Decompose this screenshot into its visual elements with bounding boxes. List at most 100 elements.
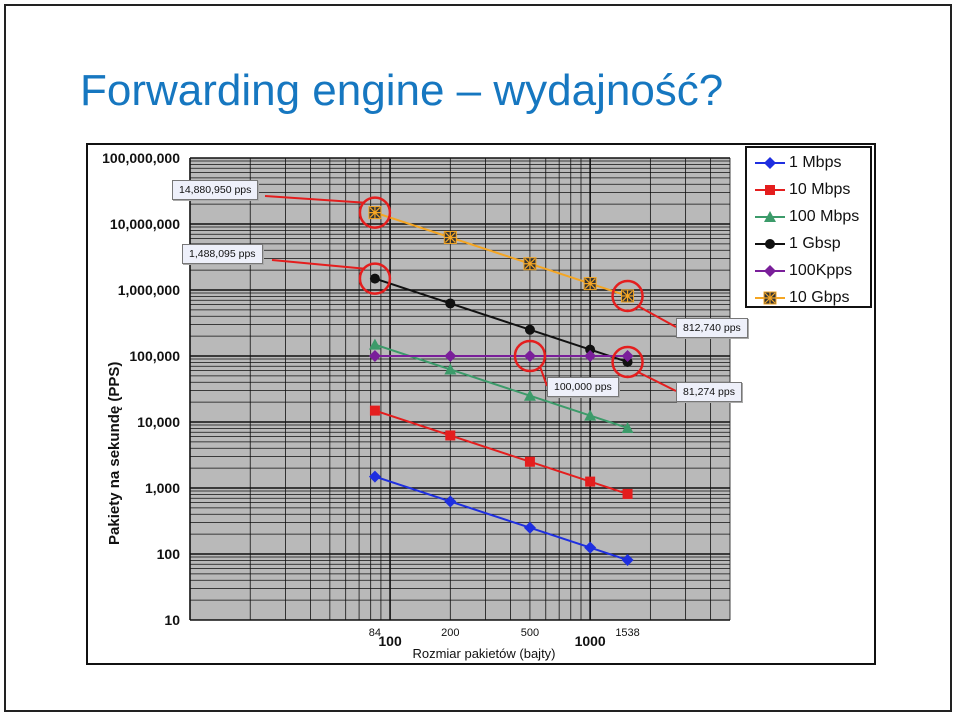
legend-marker-diamond-icon [755, 157, 785, 169]
data-point [368, 206, 382, 220]
data-point [585, 344, 596, 355]
plot-area [190, 158, 730, 620]
y-tick-label: 1,000,000 [118, 282, 180, 298]
data-point [523, 257, 537, 271]
data-point [584, 350, 597, 362]
legend-marker-diamond-icon [755, 265, 785, 277]
data-point [621, 554, 634, 567]
data-point [621, 421, 634, 433]
callout-1488095: 1,488,095 pps [182, 244, 263, 264]
data-point [622, 488, 633, 499]
y-tick-label: 10 [164, 612, 180, 628]
data-point [584, 541, 597, 554]
series-100-mbps [368, 338, 634, 433]
legend-label: 10 Mbps [789, 181, 851, 198]
series-10-mbps [369, 405, 633, 499]
annotation-circle [611, 279, 644, 313]
x-axis-label: Rozmiar pakietów (bajty) [412, 646, 555, 661]
legend-item-1mbps: 1 Mbps [755, 153, 841, 173]
data-point [444, 495, 457, 508]
legend-label: 10 Gbps [789, 289, 850, 306]
legend-label: 100 Mbps [789, 208, 860, 225]
annotation-arrow [636, 304, 677, 328]
data-point [368, 338, 381, 350]
annotation-arrow [636, 370, 677, 392]
callout-81274: 81,274 pps [676, 382, 742, 402]
x-packet-label: 84 [369, 627, 381, 639]
data-point [369, 273, 380, 284]
y-tick-label: 100,000 [129, 348, 180, 364]
annotation-arrow [538, 365, 548, 387]
series-10-gbps [368, 206, 635, 303]
data-point [523, 350, 536, 362]
legend-item-100mbps: 100 Mbps [755, 207, 859, 227]
data-point [524, 456, 535, 467]
y-tick-label: 10,000 [137, 414, 180, 430]
y-tick-label: 100,000,000 [102, 150, 180, 166]
data-point [368, 470, 381, 483]
data-point [444, 350, 457, 362]
legend-label: 100Kpps [789, 262, 853, 279]
legend-marker-circle-icon [755, 239, 785, 249]
data-point [445, 298, 456, 309]
legend-item-10mbps: 10 Mbps [755, 180, 850, 200]
chart-grid [189, 157, 731, 621]
series-100kpps [368, 350, 634, 362]
x-packet-label: 500 [521, 627, 539, 639]
legend-marker-star-square-icon [755, 291, 785, 305]
annotation [264, 195, 392, 229]
data-point-star [584, 277, 597, 290]
callout-14880950: 14,880,950 pps [172, 180, 259, 200]
chart-ticks: 10 100 1,000 10,000 100,000 1,000,000 10,000,0… [102, 150, 640, 661]
data-point [523, 521, 536, 534]
legend-label: 1 Gbsp [789, 235, 841, 252]
data-point-star [368, 206, 381, 219]
annotation-circle [358, 196, 392, 229]
data-point [443, 230, 457, 244]
chart-annotations [264, 195, 677, 392]
data-point [369, 405, 380, 416]
chart-series [368, 206, 635, 567]
chart-legend: 1 Mbps 10 Mbps 100 Mbps 1 Gbsp 100Kpps 1… [745, 146, 872, 308]
y-axis-label: Pakiety na sekundę (PPS) [106, 361, 123, 545]
x-tick-label: 1000 [575, 633, 606, 649]
data-point [583, 277, 597, 291]
data-point [444, 363, 457, 375]
slide-title: Forwarding engine – wydajność? [80, 66, 724, 115]
legend-marker-square-icon [755, 185, 785, 195]
y-tick-label: 1,000 [145, 480, 180, 496]
legend-marker-triangle-icon [755, 211, 785, 222]
data-point [523, 389, 536, 401]
data-point-star [621, 289, 634, 302]
data-point-star [523, 257, 536, 270]
data-point [584, 409, 597, 421]
annotation [611, 279, 677, 328]
annotation-arrow [271, 259, 366, 270]
data-point [621, 350, 634, 362]
annotation [611, 345, 677, 392]
annotation [513, 339, 548, 387]
callout-812740: 812,740 pps [676, 318, 748, 338]
legend-label: 1 Mbps [789, 154, 842, 171]
data-point [585, 476, 596, 487]
callout-100000: 100,000 pps [547, 377, 619, 397]
y-tick-label: 100 [157, 546, 181, 562]
x-tick-label: 100 [378, 633, 402, 649]
annotation-circle [513, 339, 547, 373]
annotation-arrow [264, 195, 366, 204]
x-packet-label: 200 [441, 627, 459, 639]
data-point [524, 324, 535, 335]
legend-item-100kpps: 100Kpps [755, 261, 852, 281]
data-point [368, 350, 381, 362]
annotation-circle [358, 262, 392, 295]
legend-item-10gbps: 10 Gbps [755, 288, 849, 308]
annotation [271, 259, 392, 295]
series-1-mbps [368, 470, 634, 567]
x-packet-label: 1538 [615, 627, 639, 639]
annotation-circle [611, 345, 644, 379]
data-point [621, 289, 635, 303]
data-point [445, 430, 456, 441]
y-tick-label: 10,000,000 [110, 216, 180, 232]
legend-item-1gbsp: 1 Gbsp [755, 234, 841, 254]
